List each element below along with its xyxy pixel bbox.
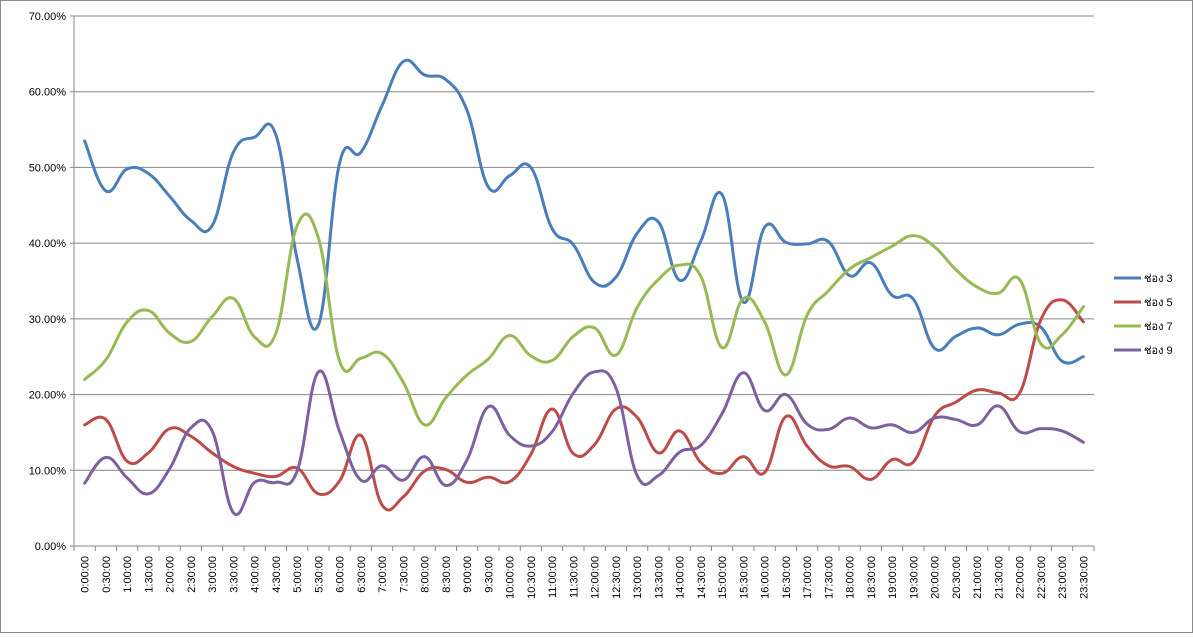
- series-line: [83, 212, 1085, 427]
- x-tick-label: 19:00:00: [887, 556, 899, 599]
- x-tick-label: 3:00:00: [207, 556, 219, 593]
- x-tick-label: 14:30:00: [696, 556, 708, 599]
- x-tick-label: 5:30:00: [313, 556, 325, 593]
- x-tick-label: 10:30:00: [526, 556, 538, 599]
- x-tick-label: 6:30:00: [356, 556, 368, 593]
- x-tick-label: 21:00:00: [972, 556, 984, 599]
- x-tick-label: 4:30:00: [271, 556, 283, 593]
- x-tick-label: 15:30:00: [738, 556, 750, 599]
- x-tick-label: 22:00:00: [1015, 556, 1027, 599]
- x-axis: 0:00:00 0:30:00 1:00:00 1:30:00 2:00:00 2:30:…: [73, 545, 1095, 599]
- y-tick-label: 40.00%: [29, 238, 67, 250]
- x-tick-label: 17:00:00: [802, 556, 814, 599]
- x-tick-label: 12:30:00: [611, 556, 623, 599]
- x-tick-label: 18:30:00: [866, 556, 878, 599]
- x-tick-label: 4:00:00: [250, 556, 262, 593]
- x-tick-label: 1:00:00: [122, 556, 134, 593]
- x-tick-label: 15:00:00: [717, 556, 729, 599]
- x-tick-label: 5:00:00: [292, 556, 304, 593]
- y-tick-label: 30.00%: [29, 314, 67, 326]
- series-line: [83, 58, 1085, 365]
- x-tick-label: 21:30:00: [993, 556, 1005, 599]
- y-tick-label: 20.00%: [29, 390, 67, 402]
- x-tick-label: 11:30:00: [568, 556, 580, 598]
- x-tick-label: 16:00:00: [760, 556, 772, 599]
- series-line: [83, 298, 1085, 512]
- x-tick-label: 23:30:00: [1078, 556, 1090, 599]
- y-tick-label: 60.00%: [29, 87, 67, 99]
- x-tick-label: 16:30:00: [781, 556, 793, 599]
- gridlines: [74, 15, 1094, 471]
- x-tick-label: 12:00:00: [590, 556, 602, 599]
- x-tick-label: 1:30:00: [143, 556, 155, 593]
- series-line: [83, 369, 1085, 517]
- x-tick-label: 7:30:00: [398, 556, 410, 593]
- y-tick-label: 0.00%: [35, 541, 66, 553]
- y-tick-label: 50.00%: [29, 162, 67, 174]
- x-tick-label: 0:00:00: [80, 556, 92, 593]
- x-tick-label: 0:30:00: [101, 556, 113, 593]
- x-tick-label: 9:30:00: [483, 556, 495, 593]
- x-tick-label: 20:00:00: [930, 556, 942, 599]
- x-tick-label: 10:00:00: [505, 556, 517, 599]
- legend-label: ช่อง 5: [1144, 297, 1173, 309]
- x-tick-label: 2:30:00: [186, 556, 198, 593]
- x-tick-label: 7:00:00: [377, 556, 389, 593]
- x-tick-label: 23:00:00: [1057, 556, 1069, 599]
- x-tick-label: 19:30:00: [908, 556, 920, 599]
- x-tick-label: 6:00:00: [335, 556, 347, 593]
- x-tick-label: 8:00:00: [420, 556, 432, 593]
- legend-label: ช่อง 7: [1144, 321, 1173, 333]
- x-tick-label: 2:00:00: [165, 556, 177, 593]
- y-tick-label: 10.00%: [29, 465, 67, 477]
- y-axis: 0.00% 10.00% 20.00% 30.00% 40.00% 50.00% 60.00…: [29, 11, 75, 553]
- x-tick-label: 13:00:00: [632, 556, 644, 599]
- x-tick-label: 22:30:00: [1036, 556, 1048, 599]
- x-tick-label: 8:30:00: [441, 556, 453, 593]
- y-tick-label: 70.00%: [29, 11, 67, 23]
- series-lines: [83, 58, 1085, 517]
- legend: ช่อง 3 ช่อง 5 ช่อง 7 ช่อง 9: [1114, 273, 1173, 357]
- x-tick-label: 14:00:00: [675, 556, 687, 599]
- legend-label: ช่อง 9: [1144, 345, 1173, 357]
- x-tick-label: 9:00:00: [462, 556, 474, 593]
- x-tick-label: 20:30:00: [951, 556, 963, 599]
- legend-label: ช่อง 3: [1144, 273, 1173, 285]
- x-tick-label: 17:30:00: [823, 556, 835, 599]
- x-tick-label: 13:30:00: [653, 556, 665, 599]
- x-tick-label: 18:00:00: [845, 556, 857, 599]
- x-tick-label: 3:30:00: [228, 556, 240, 593]
- x-tick-label: 11:00:00: [547, 556, 559, 598]
